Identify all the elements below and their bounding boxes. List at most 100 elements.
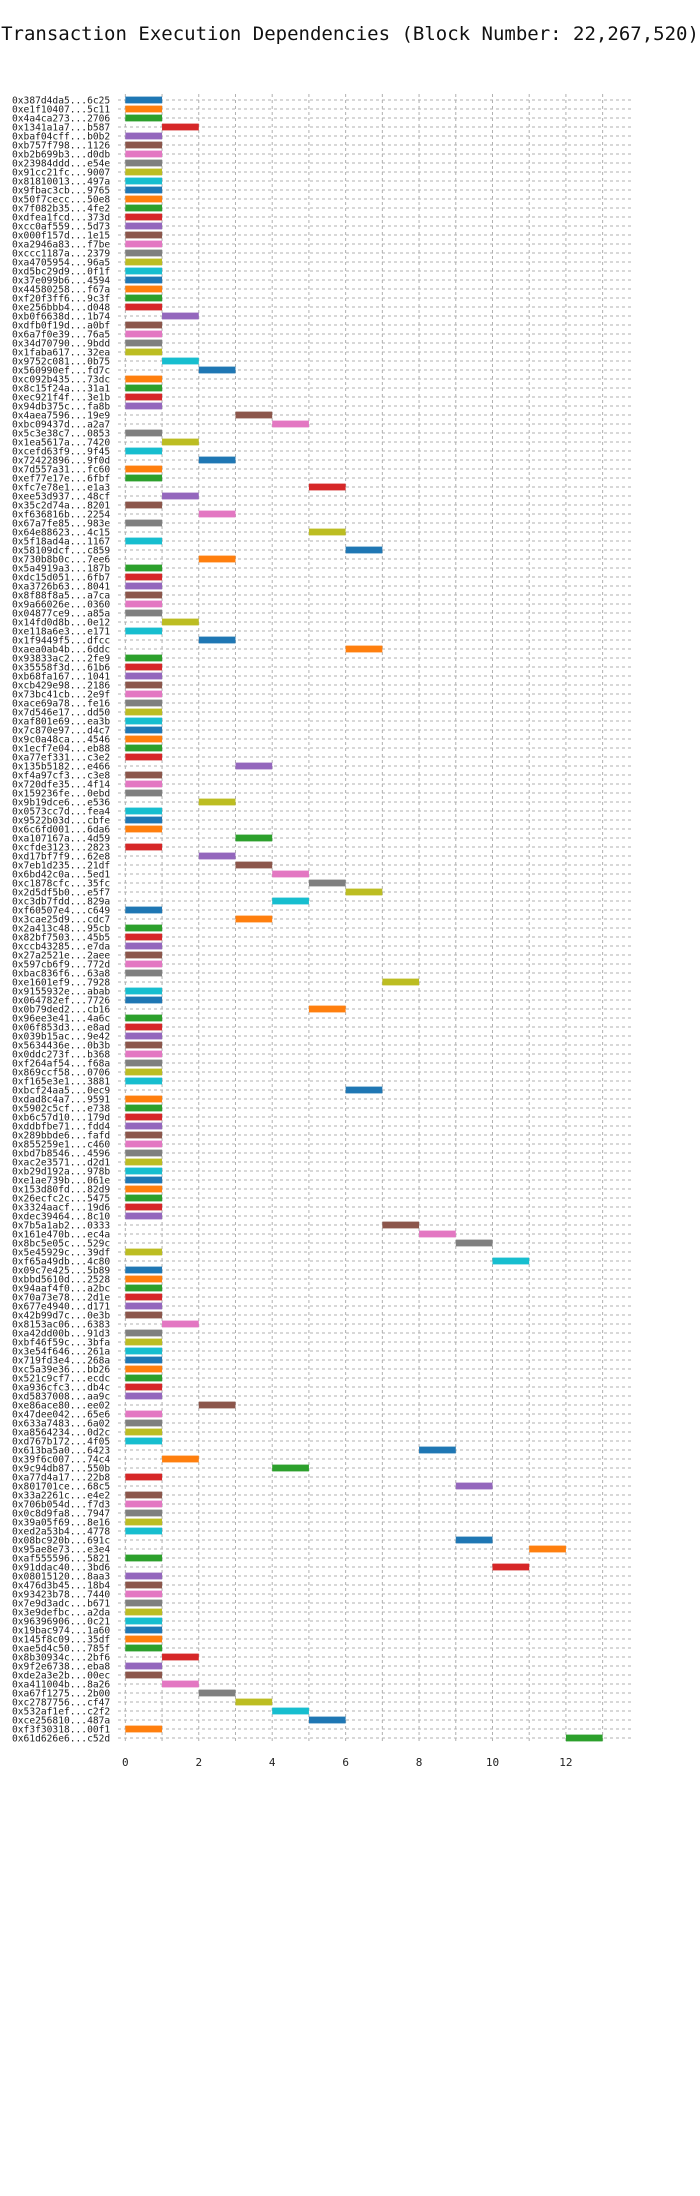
transaction-bar: [125, 1725, 163, 1733]
transaction-bar: [125, 1590, 163, 1598]
transaction-label: 0x23984ddd...e54e: [12, 158, 110, 169]
transaction-bar: [162, 492, 199, 500]
transaction-label: 0x855259e1...c460: [12, 1139, 110, 1150]
transaction-bar: [125, 654, 163, 662]
transaction-bar: [419, 1230, 456, 1238]
transaction-label: 0x81810013...497a: [12, 176, 110, 187]
transaction-label: 0x58109dcf...c859: [12, 545, 110, 556]
transaction-bar: [125, 690, 163, 698]
transaction-label: 0x39f6c007...74c4: [12, 1454, 110, 1465]
transaction-label: 0x70a73e78...2d1e: [12, 1292, 110, 1303]
transaction-label: 0x08015120...8aa3: [12, 1571, 110, 1582]
transaction-label: 0x521c9cf7...ecdc: [12, 1373, 110, 1384]
transaction-bar: [162, 438, 199, 446]
transaction-bar: [162, 1320, 199, 1328]
x-tick-label: 10: [486, 1756, 499, 1769]
transaction-bar: [125, 1338, 163, 1346]
transaction-bar: [125, 537, 163, 545]
transaction-bar: [125, 114, 163, 122]
transaction-label: 0x9c94db87...550b: [12, 1463, 110, 1474]
transaction-label: 0x8b30934c...2bf6: [12, 1652, 110, 1663]
transaction-label: 0x387d4da5...6c25: [12, 95, 110, 106]
transaction-label: 0x719fd3e4...268a: [12, 1355, 110, 1366]
transaction-label: 0x7b5a1ab2...0333: [12, 1220, 110, 1231]
transaction-bar: [125, 1059, 163, 1067]
transaction-label: 0x039b15ac...9e42: [12, 1031, 110, 1042]
transaction-bar: [125, 591, 163, 599]
transaction-label: 0x7c870e97...d4c7: [12, 725, 110, 736]
transaction-bar: [125, 1032, 163, 1040]
transaction-bar: [345, 1086, 383, 1094]
transaction-label: 0x6c6fd001...6da6: [12, 824, 110, 835]
transaction-label: 0xb29d192a...978b: [12, 1166, 110, 1177]
transaction-bar: [125, 1356, 163, 1364]
transaction-bar: [125, 321, 163, 329]
transaction-bar: [125, 726, 163, 734]
transaction-label: 0xe118a6e3...e171: [12, 626, 110, 637]
transaction-label: 0x0c8d9fa8...7947: [12, 1508, 110, 1519]
transaction-bar: [125, 717, 163, 725]
transaction-bar: [125, 1104, 163, 1112]
transaction-label: 0xe1601ef9...7928: [12, 977, 110, 988]
transaction-bar: [235, 411, 273, 419]
transaction-bar: [125, 258, 163, 266]
transaction-bar: [125, 204, 163, 212]
transaction-bar: [125, 1023, 163, 1031]
transaction-bar: [125, 96, 163, 104]
transaction-bar: [125, 1302, 163, 1310]
transaction-label: 0x73bc41cb...2e9f: [12, 689, 110, 700]
transaction-label: 0x613ba5a0...6423: [12, 1445, 110, 1456]
transaction-label: 0x3cae25d9...cdc7: [12, 914, 110, 925]
transaction-label: 0x1ea5617a...7420: [12, 437, 110, 448]
transaction-bar: [125, 159, 163, 167]
transaction-bar: [308, 528, 346, 536]
transaction-label: 0x1341a1a7...b587: [12, 122, 110, 133]
transaction-bar: [198, 852, 236, 860]
transaction-label: 0xb6c57d10...179d: [12, 1112, 110, 1123]
transaction-bar: [125, 672, 163, 680]
transaction-label: 0x82bf7503...45b5: [12, 932, 110, 943]
transaction-label: 0xdc15d051...6fb7: [12, 572, 110, 583]
transaction-bar: [125, 951, 163, 959]
transaction-label: 0xe1f10407...5c11: [12, 104, 110, 115]
transaction-label: 0x5a4919a3...187b: [12, 563, 110, 574]
transaction-bar: [125, 1392, 163, 1400]
transaction-bar: [125, 249, 163, 257]
transaction-label: 0x91ddac40...3bd6: [12, 1562, 110, 1573]
transaction-bar: [125, 663, 163, 671]
transaction-label: 0xbd7b8546...4596: [12, 1148, 110, 1159]
transaction-label: 0x50f7cecc...50e8: [12, 194, 110, 205]
transaction-label: 0x8bc5e05c...529c: [12, 1238, 110, 1249]
transaction-label: 0xa3726b63...8041: [12, 581, 110, 592]
transaction-label: 0xace69a78...fe16: [12, 698, 110, 709]
transaction-label: 0x33a2261c...e4e2: [12, 1490, 110, 1501]
transaction-label: 0xcc0af559...5d73: [12, 221, 110, 232]
transaction-bar: [125, 168, 163, 176]
transaction-label: 0xa8564234...0d2c: [12, 1427, 110, 1438]
transaction-label: 0x532af1ef...c2f2: [12, 1706, 110, 1717]
transaction-label: 0x06f853d3...e8ad: [12, 1022, 110, 1033]
transaction-label: 0x2a413c48...95cb: [12, 923, 110, 934]
transaction-bar: [198, 636, 236, 644]
transaction-label: 0x04877ce9...a85a: [12, 608, 110, 619]
transaction-bar: [125, 1149, 163, 1157]
transaction-label: 0xf3f30318...00f1: [12, 1724, 110, 1735]
transaction-label: 0xddbfbe71...fdd4: [12, 1121, 110, 1132]
transaction-label: 0x289bbde6...fafd: [12, 1130, 110, 1141]
x-tick-label: 0: [122, 1756, 129, 1769]
y-axis-tick-labels: 0x387d4da5...6c250xe1f10407...5c110x4a4c…: [12, 95, 110, 1744]
transaction-bar: [125, 393, 163, 401]
transaction-label: 0xd5837008...aa9c: [12, 1391, 110, 1402]
transaction-bar: [125, 699, 163, 707]
transaction-label: 0xaf801e69...ea3b: [12, 716, 110, 727]
transaction-label: 0xd767b172...4f05: [12, 1436, 110, 1447]
transaction-bar: [125, 213, 163, 221]
transaction-label: 0xef77e17e...6fbf: [12, 473, 110, 484]
transaction-bar: [125, 1365, 163, 1373]
transaction-label: 0x08bc920b...691c: [12, 1535, 110, 1546]
x-tick-label: 2: [195, 1756, 202, 1769]
transaction-bar: [382, 1221, 420, 1229]
transaction-bar: [125, 1311, 163, 1319]
transaction-bar: [162, 618, 199, 626]
